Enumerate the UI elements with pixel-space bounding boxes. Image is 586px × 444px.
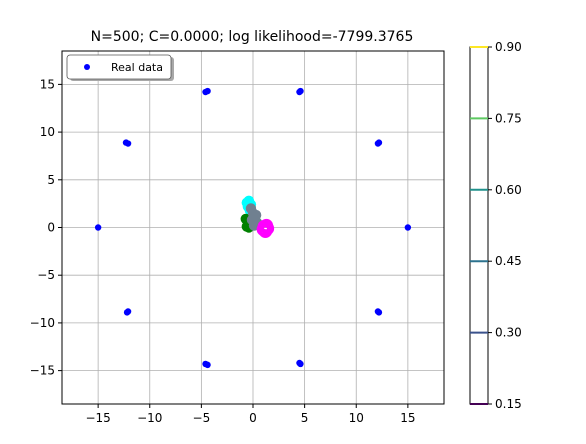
x-tick-label: −10 <box>137 411 162 425</box>
legend-label: Real data <box>111 61 163 74</box>
data-point <box>296 88 303 96</box>
data-point <box>94 224 102 231</box>
x-tick-label: 0 <box>249 411 257 425</box>
legend-marker <box>84 64 90 70</box>
y-tick-label: 0 <box>47 221 55 235</box>
plot-area: −15 −10 −5 0 5 10 15 −15 −10 −5 0 5 10 15 Real data <box>30 50 445 425</box>
y-tick-label: −5 <box>37 268 55 282</box>
data-point <box>375 309 383 316</box>
colorbar-tick-label: 0.75 <box>495 111 522 125</box>
colorbar-tick-label: 0.30 <box>495 326 522 340</box>
data-point <box>122 139 130 146</box>
legend-box <box>66 54 172 80</box>
y-tick-label: −10 <box>30 316 55 330</box>
data-point <box>123 309 131 316</box>
chart-title: N=500; C=0.0000; log likelihood=-7799.37… <box>91 29 414 45</box>
y-tick-label: −15 <box>30 364 55 378</box>
data-point <box>204 87 211 95</box>
data-point <box>259 218 274 233</box>
colorbar-tick-label: 0.60 <box>495 183 522 197</box>
colorbar: 0.15 0.30 0.45 0.60 0.75 0.90 <box>469 40 522 411</box>
series-4 <box>256 218 275 239</box>
legend: Real data <box>66 54 174 81</box>
x-tick-label: 15 <box>400 411 415 425</box>
data-point <box>250 209 262 221</box>
x-tick-label: −15 <box>85 411 110 425</box>
y-tick-label: 5 <box>47 173 55 187</box>
series-0 <box>94 87 412 369</box>
colorbar-tick-label: 0.45 <box>495 254 522 268</box>
series-3 <box>245 203 263 231</box>
data-point <box>404 224 412 231</box>
colorbar-tick-label: 0.90 <box>495 40 522 54</box>
data-point <box>296 359 303 367</box>
x-tick-label: 10 <box>349 411 364 425</box>
data-point <box>204 361 211 369</box>
y-tick-label: 10 <box>40 125 55 139</box>
x-tick-label: 5 <box>301 411 309 425</box>
data-point <box>258 224 273 239</box>
y-tick-label: 15 <box>40 77 55 91</box>
colorbar-frame <box>469 46 489 405</box>
colorbar-tick-label: 0.15 <box>495 397 522 411</box>
data-point <box>375 139 383 146</box>
x-tick-label: −5 <box>193 411 211 425</box>
